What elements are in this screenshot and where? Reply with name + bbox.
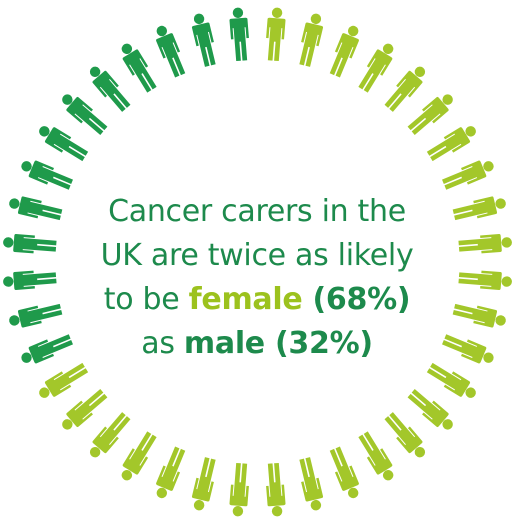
female-percentage: (68%) [302, 282, 411, 317]
female-person-icon [326, 22, 364, 79]
male-person-icon [35, 120, 90, 165]
male-person-icon [7, 193, 64, 224]
female-person-icon [381, 409, 431, 462]
male-person-icon [151, 22, 189, 79]
headline-line-2: UK are twice as likely [100, 238, 414, 273]
female-person-icon [425, 120, 480, 165]
headline-line-4-lead: as [141, 326, 184, 361]
male-person-icon [57, 89, 110, 138]
male-person-icon [189, 11, 220, 68]
female-person-icon [451, 193, 508, 224]
headline-text: Cancer carers in the UK are twice as lik… [82, 190, 432, 366]
female-person-icon [425, 359, 480, 404]
female-person-icon [355, 39, 399, 95]
male-person-icon [18, 156, 75, 193]
female-person-icon [440, 156, 497, 193]
female-person-icon [458, 233, 513, 256]
male-person-icon [84, 62, 134, 115]
female-label: female [188, 282, 303, 317]
male-person-icon [116, 39, 160, 95]
female-person-icon [381, 62, 431, 115]
female-person-icon [355, 429, 399, 485]
female-person-icon [295, 456, 326, 513]
male-person-icon [18, 331, 75, 368]
female-person-icon [57, 386, 110, 435]
female-person-icon [151, 445, 189, 502]
female-person-icon [440, 331, 497, 368]
male-percentage: (32%) [264, 326, 373, 361]
male-label: male [183, 326, 265, 361]
male-person-icon [2, 233, 57, 256]
female-person-icon [405, 386, 458, 435]
female-person-icon [264, 6, 287, 62]
female-person-icon [326, 445, 364, 502]
female-person-icon [116, 429, 160, 485]
female-person-icon [228, 462, 251, 517]
male-person-icon [228, 6, 251, 62]
headline-line-4: as male (32%) [82, 322, 432, 366]
headline-line-3: to be female (68%) [82, 278, 432, 322]
female-person-icon [264, 462, 287, 517]
male-person-icon [7, 300, 64, 331]
female-person-icon [35, 359, 90, 404]
headline-line-1: Cancer carers in the [108, 194, 406, 229]
female-person-icon [189, 456, 220, 513]
female-person-icon [405, 89, 458, 138]
female-person-icon [295, 11, 326, 68]
female-person-icon [84, 409, 134, 462]
female-person-icon [451, 300, 508, 331]
headline-line-3-lead: to be [103, 282, 189, 317]
male-person-icon [2, 268, 57, 291]
female-person-icon [458, 268, 513, 291]
